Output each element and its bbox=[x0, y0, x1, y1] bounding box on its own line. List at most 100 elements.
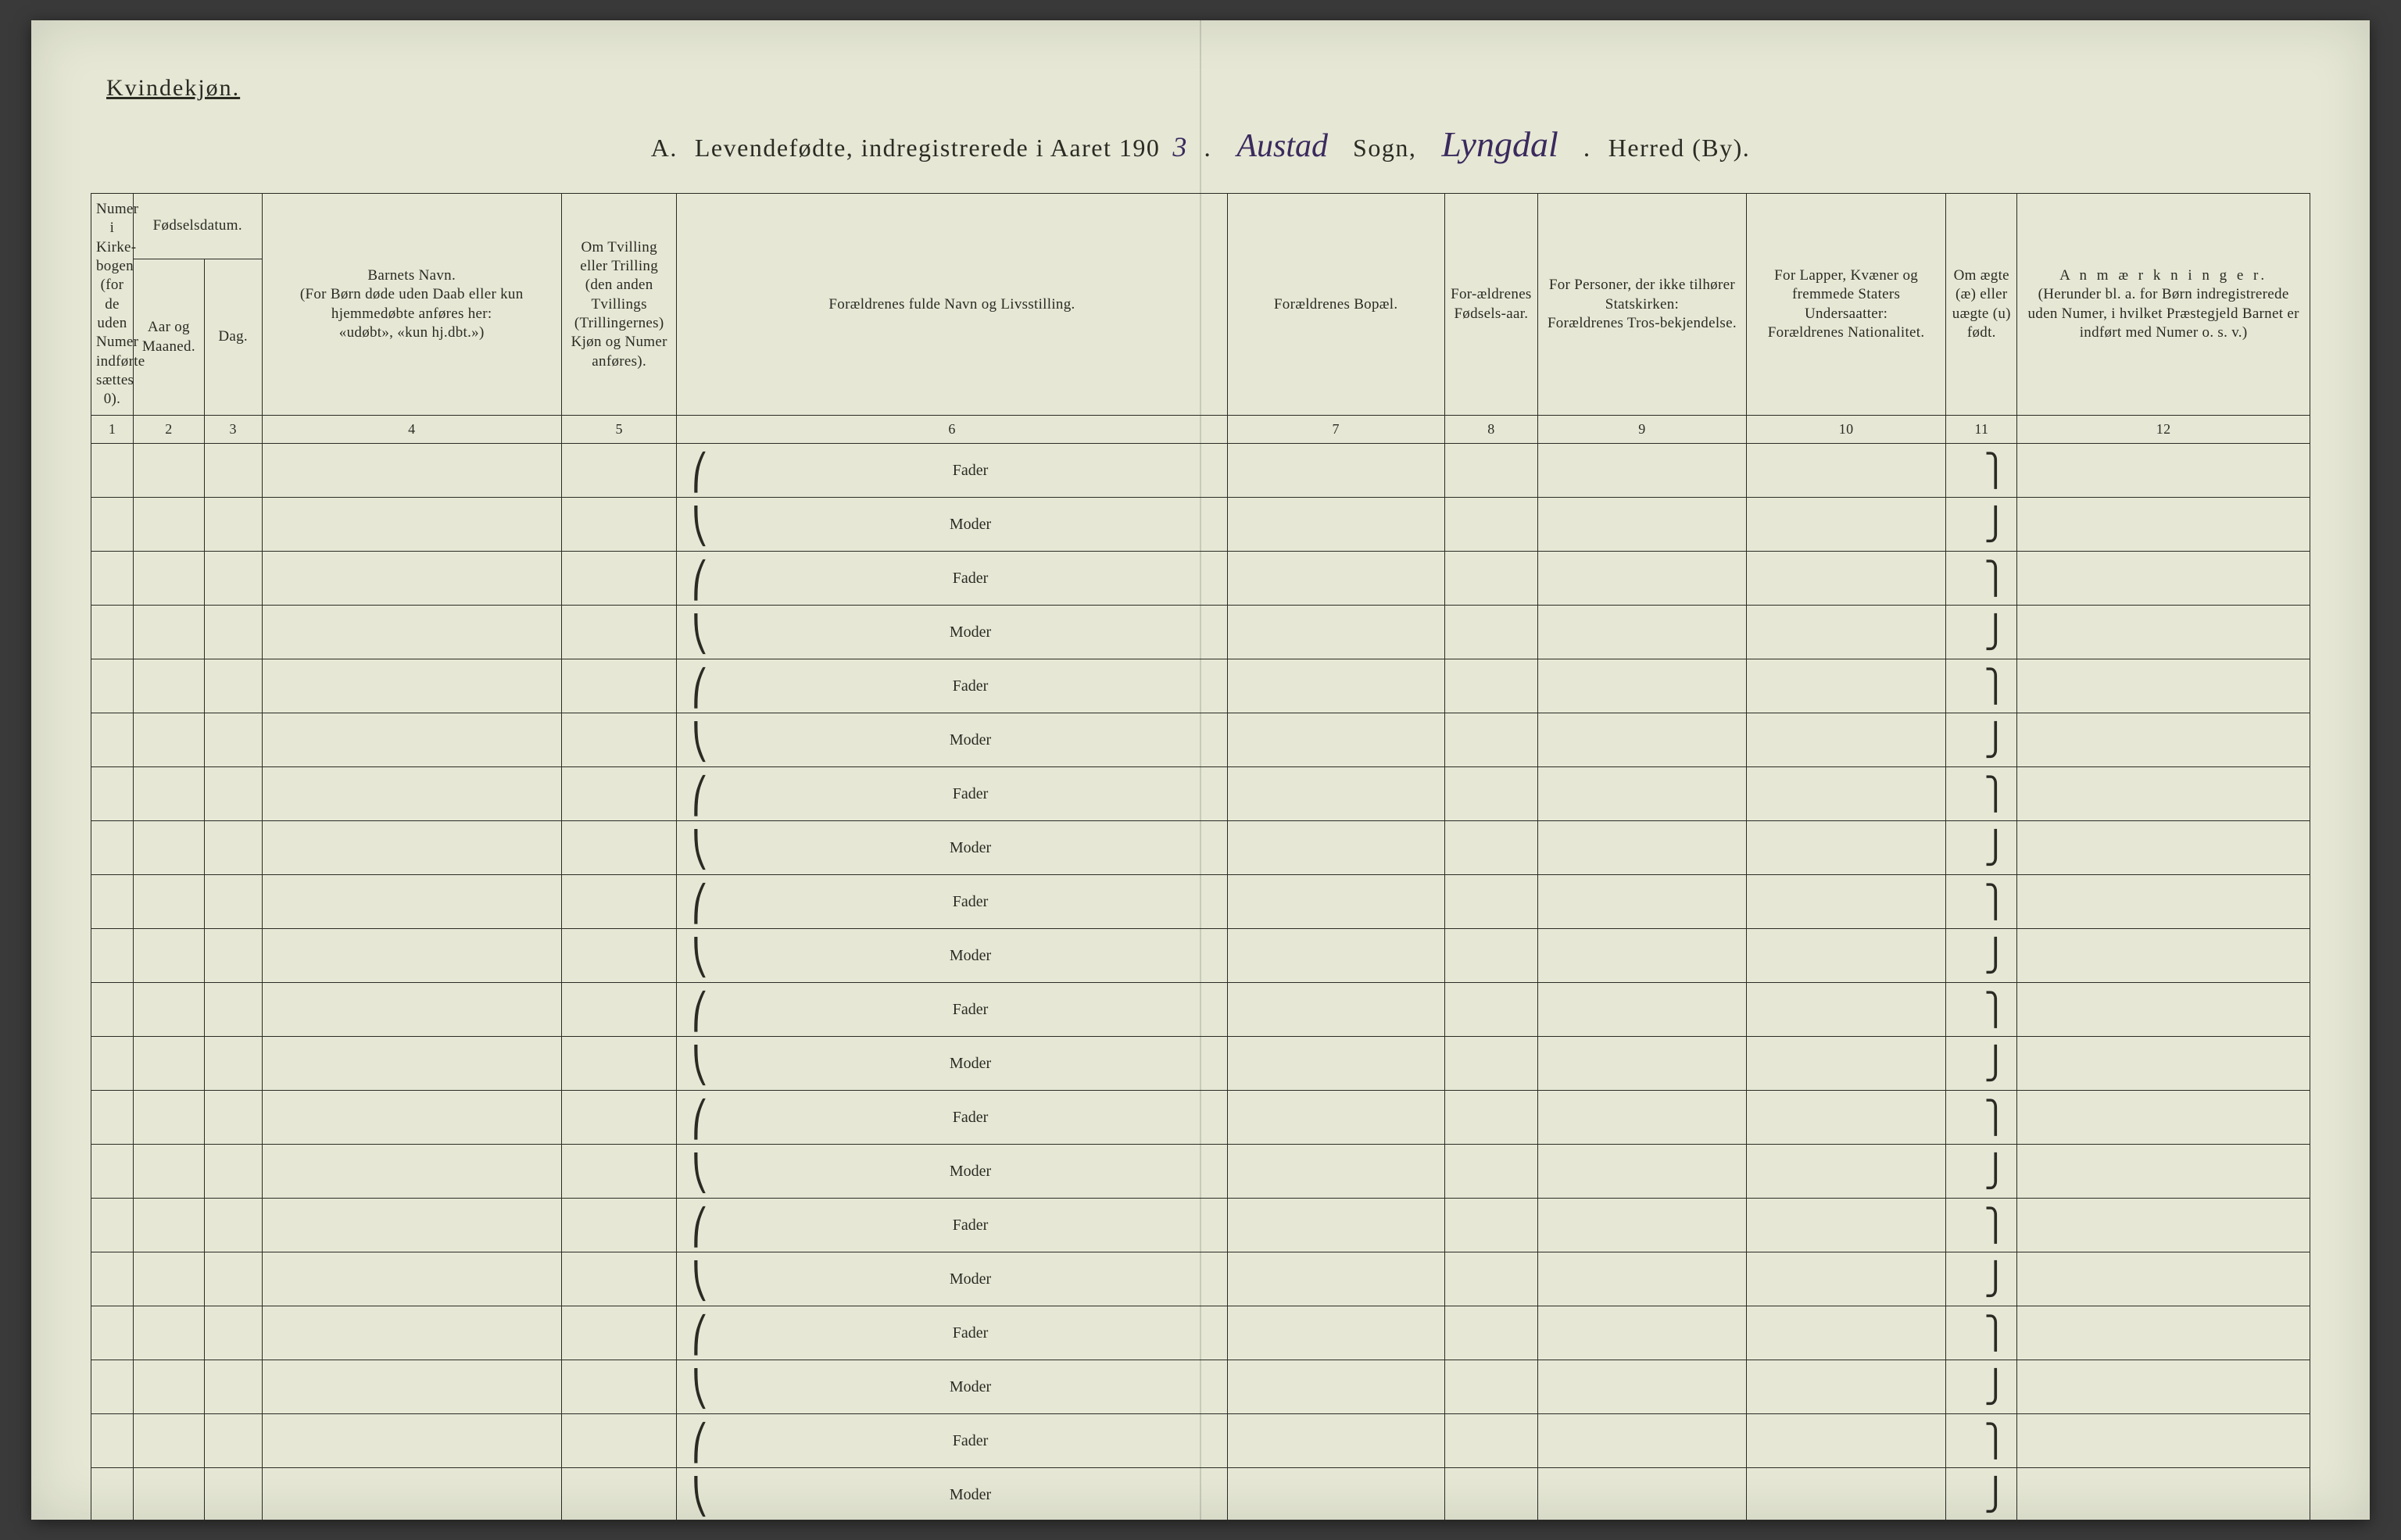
empty-cell bbox=[1746, 1414, 1946, 1468]
empty-cell bbox=[2017, 1252, 2310, 1306]
empty-cell bbox=[204, 983, 262, 1037]
empty-cell bbox=[1444, 929, 1537, 983]
legitimacy-cell bbox=[1946, 1091, 2017, 1145]
empty-cell bbox=[1444, 875, 1537, 929]
col-num-1: 1 bbox=[91, 416, 134, 444]
empty-cell bbox=[204, 1199, 262, 1252]
empty-cell bbox=[1227, 1199, 1444, 1252]
empty-cell bbox=[1444, 444, 1537, 498]
empty-cell bbox=[1538, 929, 1747, 983]
col-header-6: Forældrenes fulde Navn og Livsstilling. bbox=[677, 194, 1227, 416]
fader-cell: Fader bbox=[677, 1091, 1227, 1145]
empty-cell bbox=[1746, 659, 1946, 713]
empty-cell bbox=[1444, 1252, 1537, 1306]
empty-cell bbox=[1538, 606, 1747, 659]
moder-cell: Moder bbox=[677, 498, 1227, 552]
herred-handwritten: Lyngdal bbox=[1433, 123, 1565, 165]
empty-cell bbox=[91, 983, 134, 1037]
page-content: Kvindekjøn. A. Levendefødte, indregistre… bbox=[91, 75, 2310, 1473]
empty-cell bbox=[91, 1145, 134, 1199]
empty-cell bbox=[561, 767, 677, 821]
col-header-7: Forældrenes Bopæl. bbox=[1227, 194, 1444, 416]
moder-cell: Moder bbox=[677, 1145, 1227, 1199]
empty-cell bbox=[561, 1468, 677, 1522]
fader-label: Fader bbox=[953, 462, 989, 479]
empty-cell bbox=[262, 1145, 561, 1199]
fader-cell: Fader bbox=[677, 875, 1227, 929]
empty-cell bbox=[133, 1145, 204, 1199]
title-letter: A. bbox=[651, 134, 678, 163]
empty-cell bbox=[561, 659, 677, 713]
table-row: Fader bbox=[91, 1091, 2310, 1145]
table-body: FaderModerFaderModerFaderModerFaderModer… bbox=[91, 444, 2310, 1522]
legitimacy-cell bbox=[1946, 1037, 2017, 1091]
empty-cell bbox=[91, 1360, 134, 1414]
empty-cell bbox=[91, 659, 134, 713]
col-header-12: A n m æ r k n i n g e r.(Herunder bl. a.… bbox=[2017, 194, 2310, 416]
moder-label: Moder bbox=[950, 1486, 991, 1503]
empty-cell bbox=[561, 1037, 677, 1091]
col-num-11: 11 bbox=[1946, 416, 2017, 444]
empty-cell bbox=[133, 1037, 204, 1091]
col-header-8: For-ældrenes Fødsels-aar. bbox=[1444, 194, 1537, 416]
empty-cell bbox=[1746, 1091, 1946, 1145]
empty-cell bbox=[204, 821, 262, 875]
empty-cell bbox=[133, 767, 204, 821]
col-header-5: Om Tvilling eller Trilling (den anden Tv… bbox=[561, 194, 677, 416]
moder-label: Moder bbox=[950, 839, 991, 856]
empty-cell bbox=[2017, 1306, 2310, 1360]
empty-cell bbox=[91, 1414, 134, 1468]
legitimacy-cell bbox=[1946, 983, 2017, 1037]
moder-label: Moder bbox=[950, 731, 991, 749]
empty-cell bbox=[1444, 606, 1537, 659]
empty-cell bbox=[204, 606, 262, 659]
empty-cell bbox=[262, 1091, 561, 1145]
empty-cell bbox=[1444, 1037, 1537, 1091]
empty-cell bbox=[2017, 444, 2310, 498]
empty-cell bbox=[91, 1468, 134, 1522]
moder-label: Moder bbox=[950, 624, 991, 641]
empty-cell bbox=[1746, 1199, 1946, 1252]
empty-cell bbox=[91, 1199, 134, 1252]
empty-cell bbox=[204, 659, 262, 713]
empty-cell bbox=[1538, 1414, 1747, 1468]
legitimacy-cell bbox=[1946, 606, 2017, 659]
empty-cell bbox=[1227, 1145, 1444, 1199]
col-header-9: For Personer, der ikke tilhører Statskir… bbox=[1538, 194, 1747, 416]
table-row: Fader bbox=[91, 1199, 2310, 1252]
empty-cell bbox=[2017, 1037, 2310, 1091]
empty-cell bbox=[133, 875, 204, 929]
moder-label: Moder bbox=[950, 1055, 991, 1072]
empty-cell bbox=[1746, 1252, 1946, 1306]
empty-cell bbox=[1227, 767, 1444, 821]
empty-cell bbox=[561, 498, 677, 552]
empty-cell bbox=[133, 659, 204, 713]
legitimacy-cell bbox=[1946, 444, 2017, 498]
sogn-handwritten: Austad bbox=[1229, 127, 1336, 165]
legitimacy-cell bbox=[1946, 713, 2017, 767]
empty-cell bbox=[133, 498, 204, 552]
legitimacy-cell bbox=[1946, 821, 2017, 875]
moder-cell: Moder bbox=[677, 606, 1227, 659]
empty-cell bbox=[262, 875, 561, 929]
empty-cell bbox=[1746, 713, 1946, 767]
col-num-7: 7 bbox=[1227, 416, 1444, 444]
table-header: Numer i Kirke-bogen (for de uden Numer i… bbox=[91, 194, 2310, 444]
empty-cell bbox=[1538, 552, 1747, 606]
empty-cell bbox=[133, 821, 204, 875]
table-row: Fader bbox=[91, 444, 2310, 498]
col-header-10: For Lapper, Kvæner og fremmede Staters U… bbox=[1746, 194, 1946, 416]
empty-cell bbox=[204, 713, 262, 767]
empty-cell bbox=[1444, 1360, 1537, 1414]
legitimacy-cell bbox=[1946, 552, 2017, 606]
empty-cell bbox=[262, 1306, 561, 1360]
col-num-8: 8 bbox=[1444, 416, 1537, 444]
empty-cell bbox=[1227, 1252, 1444, 1306]
gender-heading: Kvindekjøn. bbox=[106, 75, 2310, 102]
moder-cell: Moder bbox=[677, 1037, 1227, 1091]
empty-cell bbox=[1227, 444, 1444, 498]
fader-cell: Fader bbox=[677, 1306, 1227, 1360]
legitimacy-cell bbox=[1946, 1306, 2017, 1360]
empty-cell bbox=[1746, 929, 1946, 983]
empty-cell bbox=[204, 767, 262, 821]
